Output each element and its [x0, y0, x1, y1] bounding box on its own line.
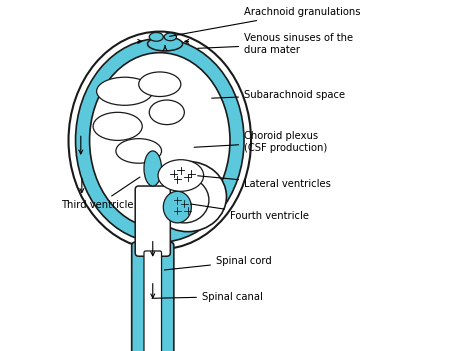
Text: Subarachnoid space: Subarachnoid space — [212, 90, 345, 100]
Ellipse shape — [149, 161, 227, 232]
Ellipse shape — [158, 160, 204, 191]
Ellipse shape — [163, 191, 191, 223]
Ellipse shape — [69, 32, 251, 249]
Ellipse shape — [93, 112, 142, 140]
FancyBboxPatch shape — [132, 242, 174, 351]
Ellipse shape — [97, 77, 153, 105]
Text: Spinal cord: Spinal cord — [164, 257, 272, 270]
Ellipse shape — [149, 33, 163, 41]
Text: Choroid plexus
(CSF production): Choroid plexus (CSF production) — [194, 131, 327, 153]
Ellipse shape — [75, 39, 244, 242]
Text: Lateral ventricles: Lateral ventricles — [198, 176, 331, 189]
FancyBboxPatch shape — [135, 186, 170, 256]
Text: Arachnoid granulations: Arachnoid granulations — [170, 7, 361, 37]
Text: Venous sinuses of the
dura mater: Venous sinuses of the dura mater — [198, 33, 353, 55]
Text: Third ventricle: Third ventricle — [62, 177, 140, 210]
Ellipse shape — [147, 37, 182, 51]
Ellipse shape — [164, 33, 176, 41]
Ellipse shape — [144, 151, 162, 186]
Text: Fourth ventricle: Fourth ventricle — [191, 204, 309, 221]
Text: Spinal canal: Spinal canal — [152, 292, 263, 302]
Ellipse shape — [116, 139, 162, 163]
FancyBboxPatch shape — [144, 251, 162, 351]
Ellipse shape — [149, 100, 184, 125]
Ellipse shape — [160, 177, 209, 223]
Ellipse shape — [90, 53, 230, 228]
Ellipse shape — [139, 72, 181, 97]
